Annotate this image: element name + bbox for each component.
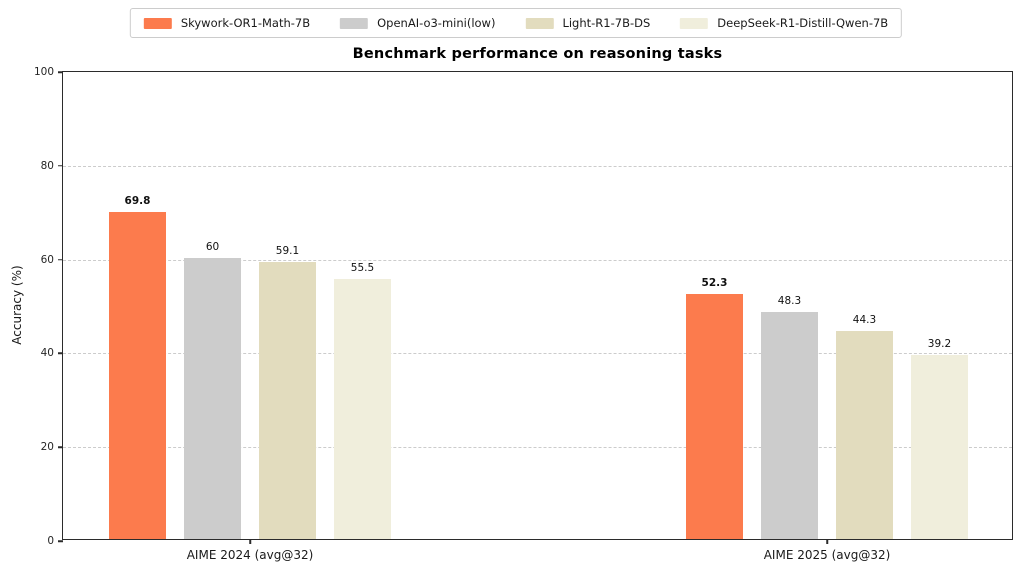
- x-tick-label: AIME 2024 (avg@32): [186, 548, 314, 562]
- legend-label: OpenAI-o3-mini(low): [377, 16, 496, 30]
- chart-title: Benchmark performance on reasoning tasks: [352, 46, 723, 62]
- legend-swatch-icon: [680, 17, 709, 29]
- legend-label: DeepSeek-R1-Distill-Qwen-7B: [717, 16, 889, 30]
- bar-value-label: 55.5: [350, 261, 375, 274]
- y-tick-label: 20: [40, 441, 54, 454]
- y-tick-label: 60: [40, 253, 54, 266]
- y-tick-mark: [58, 352, 63, 355]
- x-tick-mark: [249, 539, 251, 544]
- y-tick-mark: [58, 446, 63, 448]
- bar: [334, 278, 391, 539]
- bar-value-label: 60: [205, 240, 220, 253]
- y-tick-label: 80: [40, 159, 54, 172]
- gridline: [63, 165, 1012, 167]
- legend-item: Light-R1-7B-DS: [525, 16, 650, 30]
- legend-swatch-icon: [143, 17, 172, 29]
- legend: Skywork-OR1-Math-7B OpenAI-o3-mini(low) Li…: [129, 8, 903, 38]
- y-tick-label: 100: [33, 66, 54, 78]
- legend-item: DeepSeek-R1-Distill-Qwen-7B: [680, 16, 888, 30]
- legend-swatch-icon: [340, 17, 369, 29]
- y-tick-mark: [58, 71, 63, 73]
- x-tick-mark: [826, 539, 828, 544]
- plot-area: 0 20 40 60 80 100 AIME 2024 (avg@32) 69.8 60 59.1…: [34, 66, 1013, 562]
- bar-value-label: 48.3: [777, 295, 802, 308]
- bar: [911, 355, 968, 539]
- y-tick-label: 40: [40, 347, 54, 360]
- y-tick-label: 0: [47, 535, 54, 547]
- bar-value-label: 59.1: [275, 244, 300, 257]
- bar-value-label: 39.2: [927, 338, 952, 351]
- gridline: [63, 447, 1012, 449]
- bar: [686, 293, 743, 539]
- bar-value-label: 44.3: [852, 314, 877, 327]
- bar: [109, 211, 166, 539]
- bar: [761, 312, 818, 539]
- bar: [836, 331, 893, 539]
- bar-value-label: 52.3: [701, 276, 728, 289]
- y-tick-mark: [58, 540, 63, 542]
- legend-label: Skywork-OR1-Math-7B: [180, 16, 311, 30]
- gridline: [63, 259, 1012, 261]
- legend-item: OpenAI-o3-mini(low): [340, 16, 495, 30]
- bar-value-label: 69.8: [124, 194, 151, 207]
- x-tick-label: AIME 2025 (avg@32): [763, 548, 891, 562]
- y-tick-mark: [58, 165, 63, 167]
- bar: [259, 261, 316, 539]
- gridline: [63, 353, 1012, 355]
- bar: [184, 257, 241, 539]
- legend-item: Skywork-OR1-Math-7B: [143, 16, 311, 30]
- y-tick-mark: [58, 258, 63, 261]
- legend-swatch-icon: [525, 17, 554, 29]
- y-axis-title: Accuracy (%): [10, 265, 24, 345]
- legend-label: Light-R1-7B-DS: [562, 16, 651, 30]
